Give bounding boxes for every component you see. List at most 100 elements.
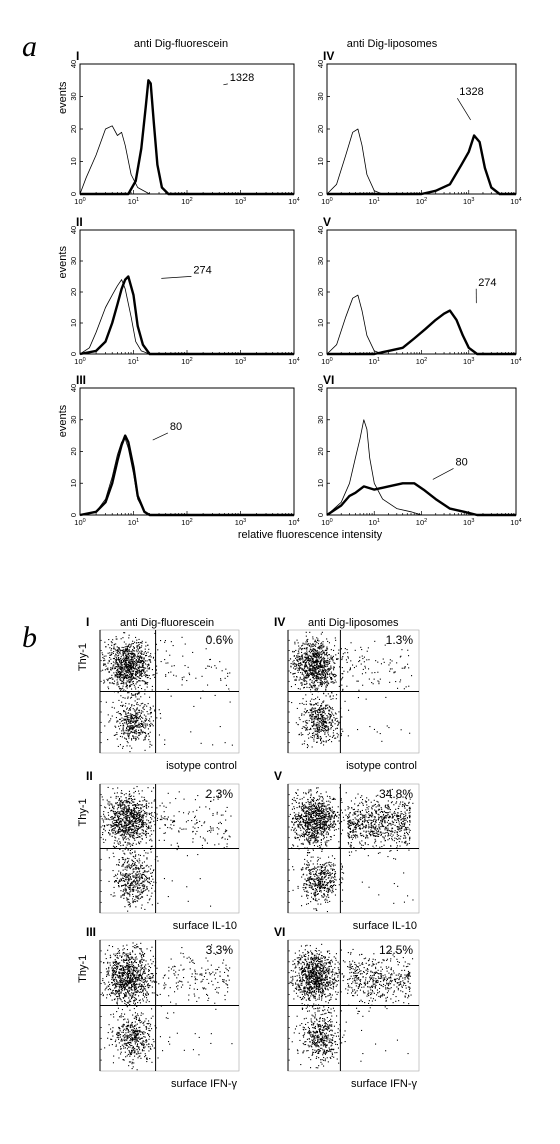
x-tick-label: 101 (128, 357, 139, 366)
y-tick-label: 30 (69, 257, 78, 265)
dot-plot-V: V 34.8% surface IL-10 (274, 769, 420, 932)
x-tick-label: 104 (288, 518, 299, 527)
dot-cloud (289, 631, 413, 749)
y-axis-label: Thy-1 (77, 798, 89, 826)
plot-roman-label: I (86, 615, 89, 629)
plot-roman-label: III (76, 373, 86, 387)
plot-roman-label: II (76, 215, 83, 229)
x-tick-label: 101 (369, 357, 380, 366)
y-tick-label: 0 (69, 352, 78, 356)
y-tick-label: 0 (69, 192, 78, 196)
histogram-series-thick (327, 134, 516, 196)
y-tick-label: 10 (69, 479, 78, 487)
panel-a-column-title: anti Dig-liposomes (347, 38, 438, 50)
x-tick-label: 104 (288, 357, 299, 366)
y-axis-label: events (57, 246, 69, 279)
histogram-series-thin (326, 419, 516, 516)
dot-plot-III: III 3.3% surface IFN-γ Thy-1 (77, 925, 240, 1090)
plot-roman-label: VI (323, 373, 334, 387)
x-tick-label: 102 (181, 357, 192, 366)
plot-annotation: 80 (456, 456, 468, 468)
y-tick-label: 20 (69, 125, 78, 133)
histogram-series-thick (79, 275, 294, 356)
panel-b-column-title: anti Dig-fluorescein (120, 617, 214, 629)
annotation-leader (432, 468, 454, 480)
histogram-series-thick (80, 79, 294, 196)
y-tick-label: 20 (316, 447, 325, 455)
dot-plot-IV: IV 1.3% isotype control (274, 615, 420, 772)
y-tick-label: 10 (316, 319, 325, 327)
annotation-leader (457, 98, 471, 121)
histogram-plot-V: V 0 10 20 30 40 100 101 102 103 104 274 (316, 215, 522, 366)
condition-label: surface IL-10 (173, 920, 237, 932)
histogram-series-thin (326, 128, 516, 195)
y-tick-label: 40 (69, 384, 78, 392)
annotation-leader (152, 432, 169, 441)
plot-annotation: 274 (193, 264, 211, 276)
y-tick-label: 30 (69, 92, 78, 100)
x-tick-label: 100 (74, 518, 85, 527)
histogram-series-thick (327, 309, 516, 356)
y-tick-label: 20 (316, 125, 325, 133)
x-tick-label: 103 (235, 357, 246, 366)
x-axis-label: relative fluorescence intensity (238, 529, 383, 541)
x-tick-label: 103 (235, 197, 246, 206)
histogram-plot-VI: VI 0 10 20 30 40 100 101 102 103 104 80 (316, 373, 522, 527)
y-tick-label: 30 (316, 257, 325, 265)
x-tick-label: 102 (416, 518, 427, 527)
x-tick-label: 103 (463, 197, 474, 206)
y-tick-label: 40 (316, 226, 325, 234)
x-tick-label: 100 (321, 357, 332, 366)
x-tick-label: 103 (235, 518, 246, 527)
plot-annotation: 1328 (230, 72, 254, 84)
y-tick-label: 30 (316, 416, 325, 424)
y-axis-label: events (57, 404, 69, 437)
y-axis-label: events (57, 81, 69, 114)
plot-roman-label: I (76, 49, 79, 63)
y-tick-label: 20 (316, 288, 325, 296)
condition-label: surface IFN-γ (171, 1078, 238, 1090)
dot-plot-I: I 0.6% isotype control Thy-1 (77, 615, 240, 772)
panel-b-column-title: anti Dig-liposomes (308, 617, 399, 629)
y-tick-label: 20 (69, 447, 78, 455)
dot-plot-VI: VI 12.5% surface IFN-γ (274, 925, 420, 1090)
plot-annotation: 274 (478, 277, 496, 289)
x-tick-label: 104 (510, 357, 521, 366)
y-tick-label: 20 (69, 288, 78, 296)
y-tick-label: 0 (316, 352, 325, 356)
annotation-leader (161, 276, 192, 279)
x-tick-label: 100 (321, 197, 332, 206)
x-tick-label: 103 (463, 357, 474, 366)
x-tick-label: 101 (128, 197, 139, 206)
y-tick-label: 40 (69, 226, 78, 234)
quadrant-percent: 12.5% (379, 943, 413, 957)
x-tick-label: 101 (128, 518, 139, 527)
x-tick-label: 102 (181, 197, 192, 206)
x-tick-label: 102 (181, 518, 192, 527)
histogram-series-thin (79, 125, 294, 195)
y-tick-label: 40 (316, 384, 325, 392)
x-tick-label: 101 (369, 518, 380, 527)
histogram-series-thick (326, 482, 516, 517)
quadrant-percent: 3.3% (206, 943, 234, 957)
panel-b-letter: b (22, 621, 37, 654)
x-tick-label: 102 (416, 357, 427, 366)
x-tick-label: 100 (74, 197, 85, 206)
plot-annotation: 80 (170, 421, 182, 433)
x-tick-label: 104 (510, 518, 521, 527)
plot-roman-label: V (323, 215, 331, 229)
y-tick-label: 30 (316, 92, 325, 100)
plot-roman-label: V (274, 769, 282, 783)
y-tick-label: 10 (316, 479, 325, 487)
condition-label: surface IL-10 (353, 920, 417, 932)
plot-roman-label: IV (274, 615, 285, 629)
plot-roman-label: VI (274, 925, 285, 939)
histogram-plot-II: II 0 10 20 30 40 100 101 102 103 104 274 events (57, 215, 300, 366)
plot-roman-label: II (86, 769, 93, 783)
y-tick-label: 0 (316, 513, 325, 517)
panel-a-column-title: anti Dig-fluorescein (134, 38, 228, 50)
quadrant-percent: 0.6% (206, 633, 234, 647)
y-axis-label: Thy-1 (77, 955, 89, 983)
